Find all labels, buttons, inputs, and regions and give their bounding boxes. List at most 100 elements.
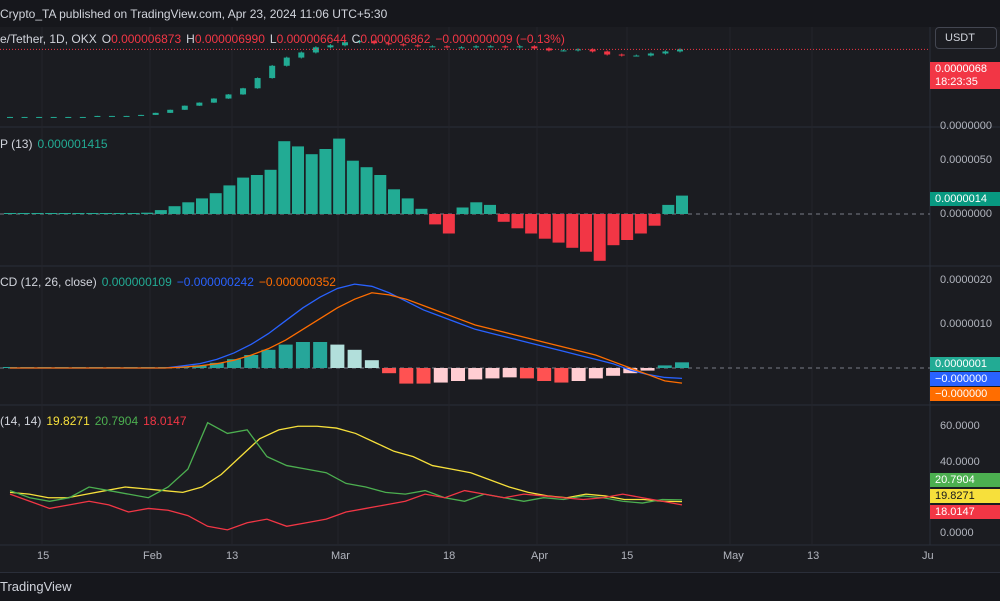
bbp-bar <box>319 149 332 214</box>
price-candle <box>225 94 232 99</box>
rsi-axis-label-1: 60.0000 <box>940 420 980 432</box>
macd-hist-bar <box>364 360 379 368</box>
macd-hist-bar <box>244 355 259 368</box>
macd-line <box>10 283 683 380</box>
bbp-bar <box>415 208 428 214</box>
price-candle <box>342 42 348 46</box>
price-candle <box>327 45 334 48</box>
rsi-yellow-line <box>9 425 683 503</box>
bbp-title: P (13) <box>0 137 33 151</box>
price-candle <box>385 43 392 45</box>
price-candle <box>589 49 596 52</box>
bbp-bar <box>223 185 236 214</box>
bbp-value: 0.000001415 <box>37 137 108 151</box>
open-value: 0.000006873 <box>111 32 182 46</box>
price-candle <box>138 114 145 116</box>
bbp-bar <box>100 213 112 214</box>
macd-hist-bar <box>657 365 672 368</box>
price-candle <box>618 54 625 56</box>
macd-hist-bar <box>640 368 655 371</box>
currency-selector[interactable]: USDT <box>935 27 997 49</box>
bbp-bar <box>374 175 387 214</box>
chart-svg[interactable] <box>0 27 1000 572</box>
tradingview-logo: TradingView <box>0 579 72 594</box>
macd-hist-value: 0.000000109 <box>101 275 172 289</box>
bbp-bar <box>113 213 126 214</box>
price-candle <box>65 116 72 118</box>
price-candle <box>254 78 261 89</box>
x-tick-label: May <box>723 550 744 562</box>
bbp-bar <box>676 195 688 214</box>
change-value: −0.000000009 (−0.13%) <box>435 32 565 46</box>
macd-hist-bar <box>571 368 586 381</box>
close-value: 0.000006862 <box>360 32 431 46</box>
bbp-legend: P (13) 0.000001415 <box>0 137 113 151</box>
macd-signal-value: −0.000000352 <box>258 275 336 289</box>
macd-hist-bar <box>416 368 431 384</box>
rsi-value-2: 20.7904 <box>94 414 139 428</box>
open-label: O <box>101 32 112 46</box>
bbp-bar <box>621 214 634 240</box>
bbp-bar <box>45 213 58 214</box>
bbp-bar <box>456 207 469 214</box>
price-candle <box>662 51 669 54</box>
close-label: C <box>351 32 361 46</box>
price-candle <box>677 49 683 52</box>
price-candle <box>167 109 174 113</box>
x-tick-label: Mar <box>331 550 350 562</box>
macd-hist-bar <box>588 368 603 379</box>
price-candle <box>473 46 480 48</box>
bbp-bar <box>196 198 208 214</box>
x-tick-label: Apr <box>531 550 549 562</box>
low-label: L <box>269 32 277 46</box>
low-value: 0.000006644 <box>276 32 347 46</box>
price-candle <box>647 53 654 56</box>
bbp-bar <box>497 214 510 222</box>
bbp-bar <box>182 202 195 214</box>
rsi-title: (14, 14) <box>0 414 42 428</box>
bbp-bar <box>634 214 647 234</box>
macd-hist-bar <box>519 368 534 379</box>
bbp-bar <box>154 210 167 214</box>
macd-line-tag: −0.000000 <box>930 372 1000 386</box>
price-candle <box>196 102 203 106</box>
price-candle <box>312 47 319 53</box>
signal-line <box>10 292 683 384</box>
price-axis-label: 0.0000000 <box>940 120 992 132</box>
x-tick-label: Feb <box>143 550 162 562</box>
macd-hist-bar <box>502 368 517 378</box>
bbp-bar <box>31 213 44 214</box>
high-value: 0.000006990 <box>194 32 265 46</box>
price-candle <box>487 46 494 48</box>
price-candle <box>356 41 363 43</box>
bbp-bar <box>278 141 291 214</box>
bbp-bar <box>168 206 181 214</box>
price-candle <box>210 98 217 103</box>
price-candle <box>123 115 130 117</box>
price-candle <box>152 112 159 115</box>
macd-hist-bar <box>675 362 689 368</box>
bbp-bar <box>346 160 359 214</box>
price-candle <box>560 50 567 52</box>
rsi-value-1: 19.8271 <box>46 414 90 428</box>
bbp-bar <box>333 138 346 214</box>
bbp-axis-label-1: 0.0000050 <box>940 154 992 166</box>
bbp-bar <box>648 214 661 226</box>
bbp-bar <box>388 189 400 214</box>
bbp-axis-label-2: 0.0000000 <box>940 208 992 220</box>
bbp-bar <box>292 146 304 214</box>
macd-hist-bar <box>313 342 328 368</box>
rsi-green-line <box>9 421 683 504</box>
macd-hist-bar <box>451 368 465 381</box>
price-candle <box>414 45 421 47</box>
rsi-axis-label-3: 0.0000 <box>940 527 974 539</box>
macd-hist-bar <box>192 365 207 368</box>
chart-area[interactable] <box>0 27 1000 572</box>
bottom-bar: TradingView <box>0 572 1000 601</box>
bbp-bar <box>264 169 277 214</box>
bbp-bar <box>305 154 318 214</box>
bbp-bar <box>484 204 496 214</box>
macd-hist-bar <box>382 368 397 374</box>
bbp-bar <box>17 213 30 214</box>
price-candle <box>443 46 450 48</box>
